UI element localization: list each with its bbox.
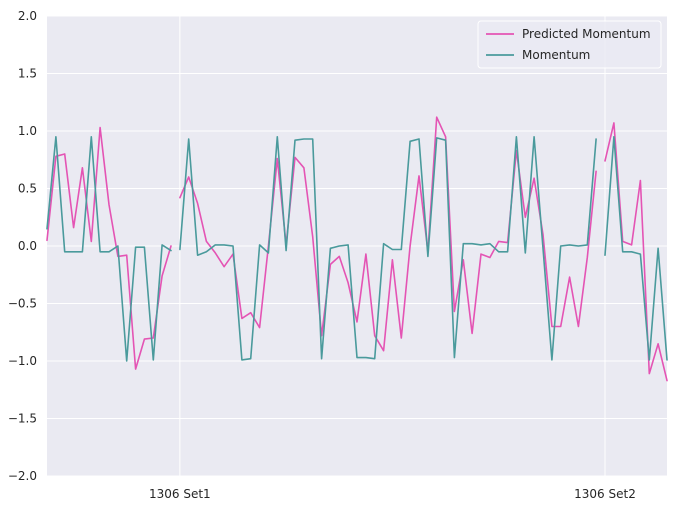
line-predicted-momentum xyxy=(604,122,668,382)
legend: Predicted Momentum Momentum xyxy=(477,20,662,69)
legend-label-momentum: Momentum xyxy=(522,48,590,62)
x-axis-ticks: 1306 Set1 1306 Set2 xyxy=(149,487,636,501)
y-tick-label: −0.5 xyxy=(8,297,37,311)
y-tick-label: −1.5 xyxy=(8,412,37,426)
series-predicted-momentum xyxy=(46,116,668,382)
y-tick-label: 2.0 xyxy=(18,9,37,23)
line-predicted-momentum xyxy=(179,116,597,352)
x-tick-label: 1306 Set2 xyxy=(574,487,636,501)
line-predicted-momentum xyxy=(46,126,172,370)
x-tick-label: 1306 Set1 xyxy=(149,487,211,501)
y-tick-label: 0.0 xyxy=(18,239,37,253)
y-axis-ticks: −2.0 −1.5 −1.0 −0.5 0.0 0.5 1.0 1.5 2.0 xyxy=(8,9,37,483)
y-tick-label: 1.5 xyxy=(18,67,37,81)
y-tick-label: −1.0 xyxy=(8,354,37,368)
legend-label-predicted-momentum: Predicted Momentum xyxy=(522,27,651,41)
line-momentum xyxy=(179,136,597,361)
line-momentum xyxy=(604,136,668,361)
legend-box xyxy=(477,20,662,69)
line-momentum xyxy=(46,136,172,362)
series-lines xyxy=(46,116,668,382)
y-tick-label: 0.5 xyxy=(18,182,37,196)
series-momentum xyxy=(46,136,668,362)
y-tick-label: 1.0 xyxy=(18,124,37,138)
y-tick-label: −2.0 xyxy=(8,469,37,483)
